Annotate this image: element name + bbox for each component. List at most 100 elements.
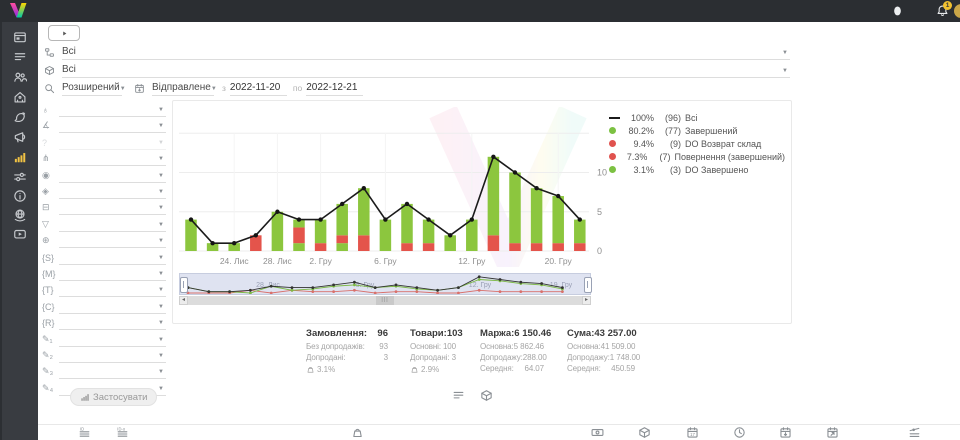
chart-navigator[interactable]: 28. Лис 5. Гру 12. Гру 19. Гру (179, 273, 592, 295)
tag-c-select[interactable]: ▼ (59, 298, 166, 314)
sidebar-item-users-icon[interactable] (2, 68, 38, 85)
svg-text:17: 17 (690, 432, 695, 437)
search-icon[interactable] (44, 83, 62, 96)
stat-column: Сума: 43 257.00 Основна: 41 509.00 Допродажу… (567, 328, 640, 375)
custom-1-select[interactable]: ▼ (59, 331, 166, 347)
chevron-down-icon: ▼ (210, 86, 217, 92)
tag-t-select[interactable]: ▼ (59, 281, 166, 298)
custom-2-icon: ✎₂ (42, 350, 54, 360)
legend-item[interactable]: 3.1% (3) DO Завершено (609, 163, 785, 176)
hierarchy-select[interactable]: ▼ (59, 150, 166, 167)
date-to-input[interactable]: 2022-12-21 (306, 80, 364, 96)
navigator-left-handle[interactable] (180, 277, 188, 293)
calendar-send-icon[interactable] (779, 426, 792, 439)
scroll-right-arrow[interactable]: ▸ (582, 296, 591, 305)
level-icon[interactable] (908, 426, 921, 439)
date-from-input[interactable]: 2022-11-20 (229, 80, 287, 96)
sidebar-item-orders-list-icon[interactable] (2, 48, 38, 65)
chevron-down-icon: ▼ (158, 238, 164, 245)
chart-scrollbar[interactable]: ◂ ||| ▸ (179, 296, 591, 305)
stat-row-value: 64.07 (524, 364, 544, 373)
legend-item[interactable]: 7.3% (7) Повернення (завершений) (609, 150, 785, 163)
apply-button[interactable]: Застосувати (70, 388, 158, 406)
custom-1-icon: ✎₁ (42, 333, 53, 344)
tag-s-select[interactable]: ▼ (59, 249, 166, 265)
legend-count: (3) (670, 164, 681, 175)
search-mode-select[interactable]: Розширений ▼ (62, 80, 126, 96)
custom-3-select[interactable]: ▼ (59, 363, 166, 380)
stat-column: Замовлення: 96 Без допродажів: 93 Допродані:… (306, 328, 388, 375)
calendar-arrow-icon[interactable] (826, 426, 839, 439)
stat-value: 43 257.00 (594, 328, 637, 339)
product-filter-select[interactable]: Всі ▼ (62, 62, 790, 78)
globe-select[interactable]: ▼ (59, 232, 166, 249)
user-profile-icon[interactable] (891, 4, 904, 17)
money-select[interactable]: ▼ (59, 199, 166, 216)
product-view-icon[interactable] (480, 389, 493, 402)
stat-upsell-pct: 2.9% (421, 365, 440, 374)
funnel-select[interactable]: ▼ (59, 216, 166, 232)
run-report-button[interactable] (48, 25, 80, 41)
help-select[interactable]: ▼ (59, 134, 166, 150)
funnel-icon: ▽ (42, 218, 49, 229)
legend-item[interactable]: 80.2% (77) Завершений (609, 124, 785, 137)
fingerprint-select[interactable]: ▼ (59, 167, 166, 183)
date-field-value: Відправлене (152, 82, 211, 93)
tag-s-icon: {S} (42, 252, 55, 263)
filter-row-money: ⊟ ▼ (42, 199, 166, 216)
left-nav-sidebar (0, 22, 38, 440)
stat-row-label: Основні: (410, 342, 441, 351)
level-icon: ∡ (42, 120, 51, 131)
scrollbar-grip[interactable]: ||| (376, 296, 394, 305)
list-view-icon[interactable] (452, 389, 465, 402)
money-icon: ⊟ (42, 202, 50, 213)
tag-m-select[interactable]: ▼ (59, 265, 166, 281)
product-filter[interactable]: Всі ▼ (44, 62, 790, 78)
filter-row-tag-s: {S} ▼ (42, 250, 166, 265)
date-field-select[interactable]: Відправлене ▼ (152, 80, 217, 96)
svg-text:5. Гру: 5. Гру (356, 282, 375, 289)
bottom-toolbar: ID ID-o 17 (36, 424, 960, 440)
chart-legend: 100% (96) Всі 80.2% (77) Завершений 9.4% (9) DO … (609, 111, 785, 176)
svg-text:10: 10 (597, 168, 607, 178)
sidebar-item-analytics-bars-icon[interactable] (2, 148, 38, 165)
search-filter-row: Розширений ▼ Відправлене ▼ з 2022-11-20 … (44, 80, 790, 96)
sidebar-item-sliders-icon[interactable] (2, 168, 38, 185)
sidebar-item-megaphone-icon[interactable] (2, 128, 38, 145)
chevron-down-icon: ▼ (158, 156, 164, 163)
bag-icon[interactable] (351, 426, 364, 439)
tag-r-select[interactable]: ▼ (59, 314, 166, 331)
tag-r-icon: {R} (42, 318, 55, 329)
status-filter[interactable]: Всі ▼ (44, 44, 790, 60)
banknote-icon[interactable] (591, 426, 604, 439)
sidebar-item-info-icon[interactable] (2, 187, 38, 204)
sidebar-item-warehouse-icon[interactable] (2, 88, 38, 105)
stat-column: Товари: 103 Основні: 100 Допродані: 3 2.9% (410, 328, 463, 375)
planet-select[interactable]: ▼ (59, 101, 166, 117)
legend-item[interactable]: 9.4% (9) DO Возврат склад (609, 137, 785, 150)
scroll-left-arrow[interactable]: ◂ (179, 296, 188, 305)
avatar[interactable] (954, 4, 960, 18)
custom-2-select[interactable]: ▼ (59, 347, 166, 363)
package-icon[interactable] (638, 426, 651, 439)
legend-item[interactable]: 100% (96) Всі (609, 111, 785, 124)
status-filter-select[interactable]: Всі ▼ (62, 44, 790, 60)
chevron-down-icon: ▼ (158, 385, 164, 392)
calendar-date-icon[interactable]: 17 (686, 426, 699, 439)
id-sort-icon[interactable]: ID (78, 426, 91, 439)
search-mode-value: Розширений (62, 82, 120, 93)
navigator-right-handle[interactable] (584, 277, 592, 293)
stat-row-value: 93 (379, 342, 388, 351)
sidebar-item-video-tutorials-icon[interactable] (2, 225, 38, 242)
package-select[interactable]: ▼ (59, 183, 166, 199)
level-select[interactable]: ▼ (59, 117, 166, 134)
sidebar-item-dove-icon[interactable] (2, 108, 38, 125)
svg-text:28. Лис: 28. Лис (263, 256, 293, 266)
app-logo-icon[interactable] (7, 2, 29, 19)
clock-icon[interactable] (733, 426, 746, 439)
custom-3-icon: ✎₃ (42, 366, 54, 377)
tag-c-icon: {C} (42, 301, 55, 312)
sidebar-item-browser-window-icon[interactable] (2, 28, 38, 45)
id-status-icon[interactable]: ID-o (116, 426, 129, 439)
sidebar-item-world-support-icon[interactable] (2, 206, 38, 223)
